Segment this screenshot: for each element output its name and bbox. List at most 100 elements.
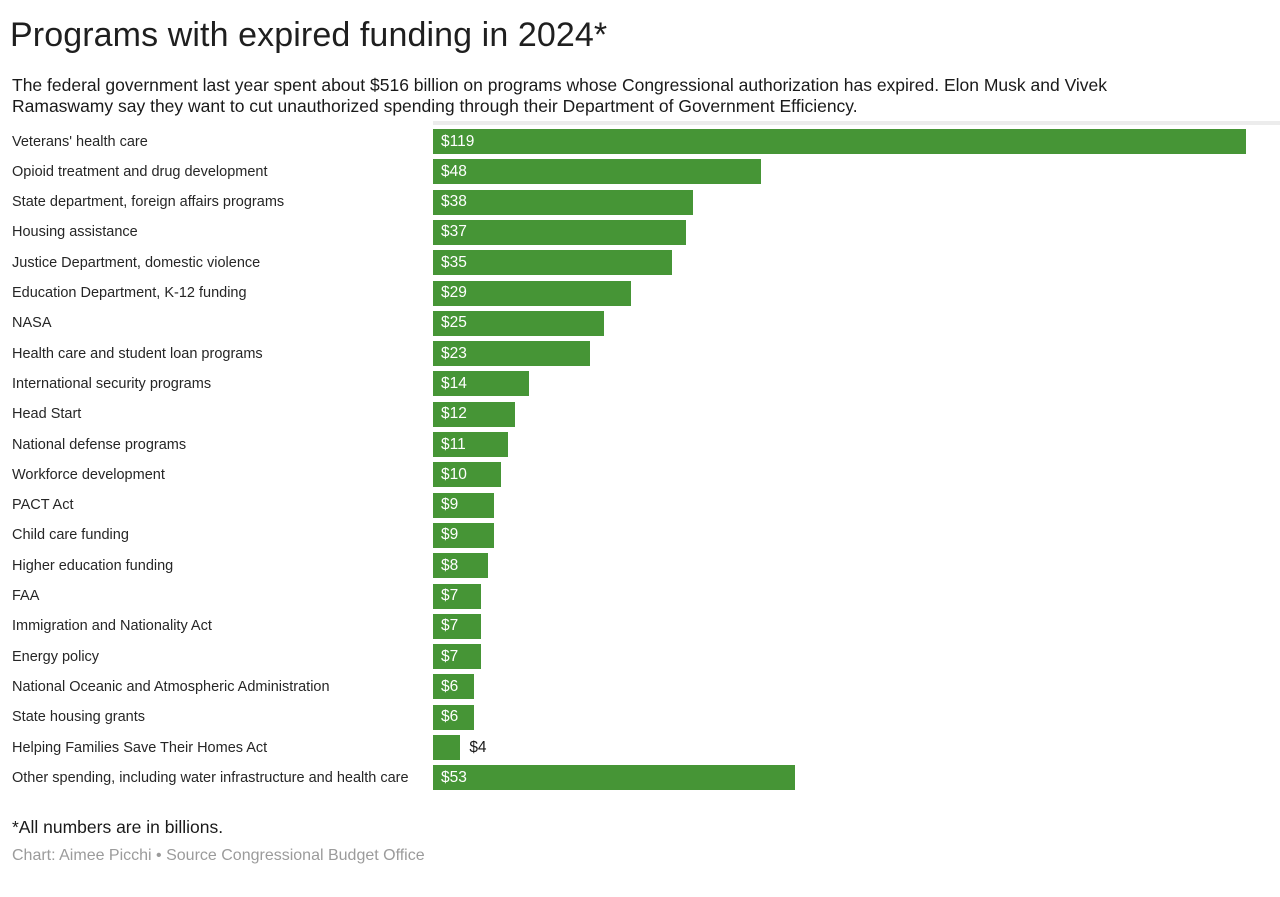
category-label: NASA <box>12 315 52 332</box>
bar-track: $25 <box>433 310 1246 336</box>
chart-row: Justice Department, domestic violence $35 <box>0 250 1280 276</box>
value-label: $29 <box>441 284 467 302</box>
value-label: $23 <box>441 344 467 362</box>
value-label: $10 <box>441 465 467 483</box>
value-label: $7 <box>441 587 459 605</box>
category-label: PACT Act <box>12 497 74 514</box>
chart-title: Programs with expired funding in 2024* <box>10 16 608 54</box>
value-label: $7 <box>441 647 459 665</box>
bar-track: $9 <box>433 522 1246 548</box>
category-label: State department, foreign affairs progra… <box>12 194 285 211</box>
chart-row: Education Department, K-12 funding $29 <box>0 280 1280 306</box>
chart-row: State department, foreign affairs progra… <box>0 189 1280 215</box>
category-label: Other spending, including water infrastr… <box>12 769 409 786</box>
category-label: Head Start <box>12 406 82 423</box>
bar-track: $4 <box>433 735 1246 761</box>
value-label: $4 <box>469 738 487 756</box>
bar-track: $7 <box>433 583 1246 609</box>
bar: $12 <box>433 401 515 427</box>
category-label: Health care and student loan programs <box>12 345 263 362</box>
chart-row: National defense programs $11 <box>0 432 1280 458</box>
value-label: $9 <box>441 496 459 514</box>
bar: $23 <box>433 341 591 367</box>
bar: $37 <box>433 219 686 245</box>
value-label: $7 <box>441 617 459 635</box>
chart-subtitle: The federal government last year spent a… <box>12 75 1108 117</box>
category-label: State housing grants <box>12 709 146 726</box>
category-label: Helping Families Save Their Homes Act <box>12 739 268 756</box>
category-label: FAA <box>12 588 40 605</box>
bar: $35 <box>433 250 673 276</box>
value-label: $38 <box>441 193 467 211</box>
category-label: Child care funding <box>12 527 129 544</box>
chart-row: Energy policy $7 <box>0 644 1280 670</box>
bar-track: $38 <box>433 189 1246 215</box>
bar-track: $8 <box>433 553 1246 579</box>
chart-row: Child care funding $9 <box>0 522 1280 548</box>
bar: $25 <box>433 310 604 336</box>
bar: $6 <box>433 674 474 700</box>
value-label: $11 <box>441 435 466 453</box>
bar: $29 <box>433 280 632 306</box>
chart-row: Veterans' health care $119 <box>0 129 1280 155</box>
bar: $7 <box>433 583 481 609</box>
category-label: Opioid treatment and drug development <box>12 163 268 180</box>
category-label: International security programs <box>12 375 212 392</box>
bar: $6 <box>433 704 474 730</box>
chart-credit: Chart: Aimee Picchi • Source Congression… <box>12 847 425 865</box>
bar-track: $11 <box>433 432 1246 458</box>
value-label: $119 <box>441 132 475 150</box>
category-label: Immigration and Nationality Act <box>12 618 212 635</box>
bar: $8 <box>433 553 488 579</box>
bar-track: $10 <box>433 462 1246 488</box>
bar: $9 <box>433 522 495 548</box>
chart-row: NASA $25 <box>0 310 1280 336</box>
chart-row: Higher education funding $8 <box>0 553 1280 579</box>
bar: $48 <box>433 159 761 185</box>
bar: $14 <box>433 371 529 397</box>
bar-track: $29 <box>433 280 1246 306</box>
bar-track: $7 <box>433 644 1246 670</box>
category-label: Energy policy <box>12 648 100 665</box>
chart-row: FAA $7 <box>0 583 1280 609</box>
category-label: Housing assistance <box>12 224 138 241</box>
category-label: Education Department, K-12 funding <box>12 285 247 302</box>
chart-row: National Oceanic and Atmospheric Adminis… <box>0 674 1280 700</box>
value-label: $25 <box>441 314 467 332</box>
chart-row: Housing assistance $37 <box>0 219 1280 245</box>
chart-row: International security programs $14 <box>0 371 1280 397</box>
bar-track: $53 <box>433 765 1246 791</box>
chart-footnote: *All numbers are in billions. <box>12 817 224 838</box>
bar: $38 <box>433 189 693 215</box>
chart-row: Other spending, including water infrastr… <box>0 765 1280 791</box>
axis-top-line <box>433 121 1280 126</box>
bar: $11 <box>433 432 509 458</box>
bar: $7 <box>433 644 481 670</box>
chart-row: Opioid treatment and drug development $48 <box>0 159 1280 185</box>
category-label: Justice Department, domestic violence <box>12 254 261 271</box>
chart-row: Helping Families Save Their Homes Act $4 <box>0 735 1280 761</box>
bar-track: $35 <box>433 250 1246 276</box>
bar-track: $119 <box>433 129 1246 155</box>
bar: $10 <box>433 462 502 488</box>
chart-page: Programs with expired funding in 2024* T… <box>0 16 1280 897</box>
bar-track: $9 <box>433 492 1246 518</box>
bar-track: $6 <box>433 704 1246 730</box>
value-label: $35 <box>441 253 467 271</box>
value-label: $53 <box>441 768 467 786</box>
value-label: $37 <box>441 223 467 241</box>
category-label: Higher education funding <box>12 557 174 574</box>
value-label: $9 <box>441 526 459 544</box>
bar <box>433 735 461 761</box>
bar: $119 <box>433 129 1246 155</box>
bar-track: $14 <box>433 371 1246 397</box>
value-label: $6 <box>441 677 459 695</box>
category-label: Workforce development <box>12 466 165 483</box>
bar: $53 <box>433 765 796 791</box>
bar-track: $12 <box>433 401 1246 427</box>
bar-track: $23 <box>433 341 1246 367</box>
chart-row: PACT Act $9 <box>0 492 1280 518</box>
bar: $7 <box>433 613 481 639</box>
bar-rows: Veterans' health care $119 Opioid treatmen… <box>0 129 1280 791</box>
bar-track: $48 <box>433 159 1246 185</box>
